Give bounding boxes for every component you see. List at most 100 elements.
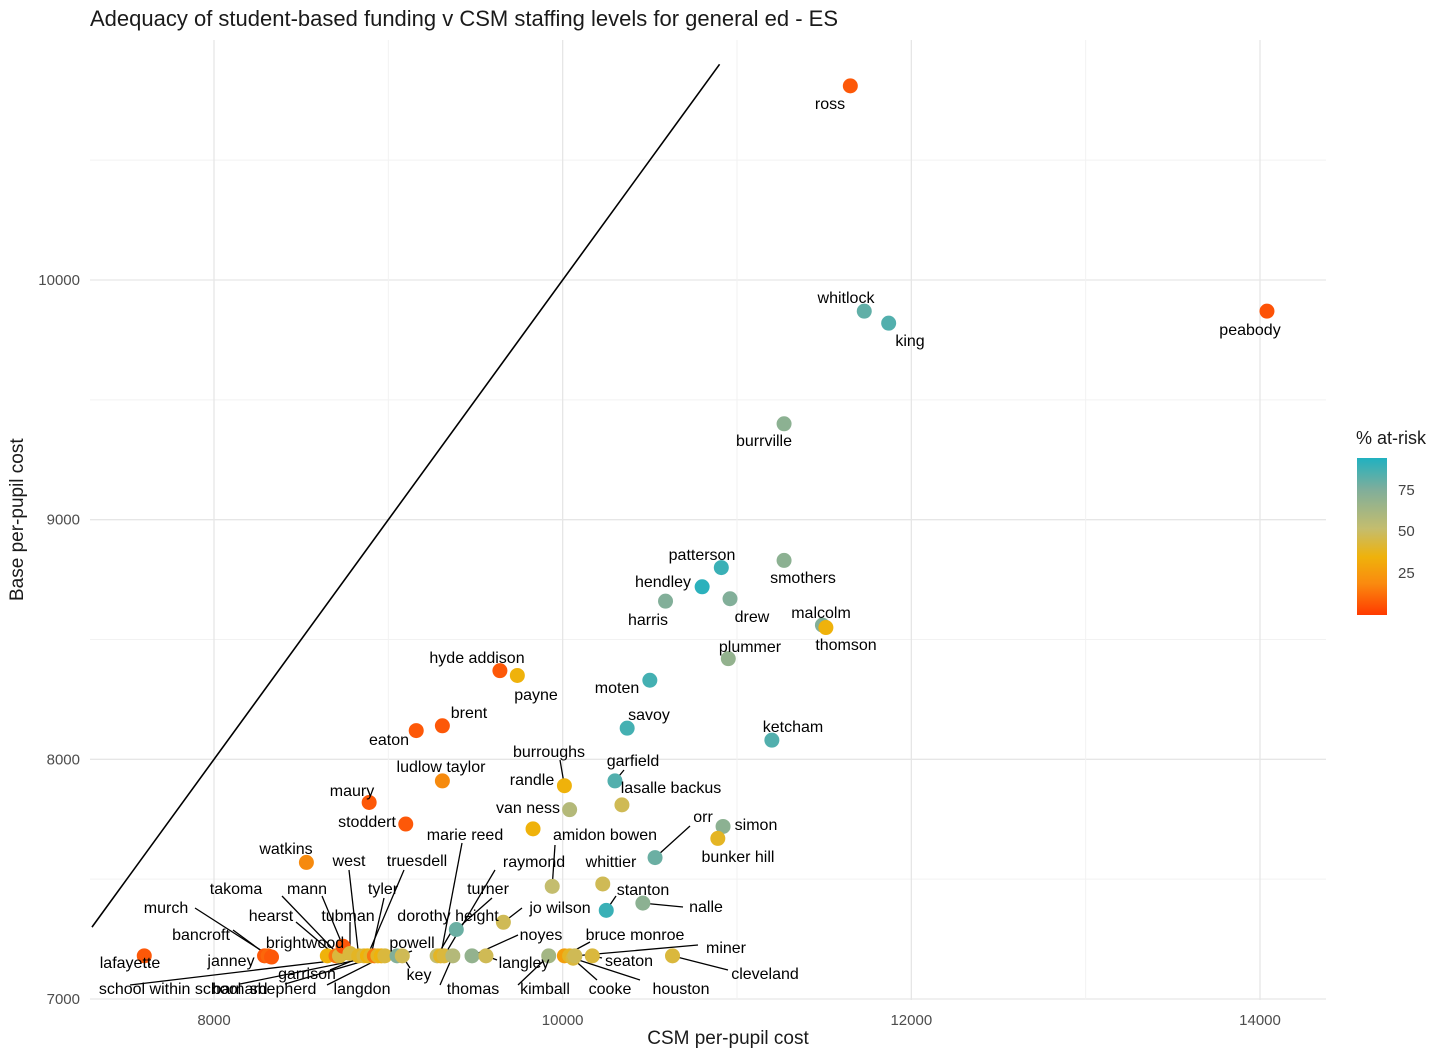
point-label: thomas — [447, 981, 499, 998]
axis-tick-labels: 8000 10000 12000 14000 7000 8000 9000 10000 — [38, 272, 1281, 1029]
legend-title: % at-risk — [1356, 428, 1427, 448]
point-garfield — [607, 773, 623, 789]
point-label: powell — [389, 935, 434, 952]
leader-line — [672, 955, 729, 971]
point-amidon-bowen — [544, 878, 560, 894]
point-label: payne — [514, 687, 558, 704]
point-label: drew — [735, 609, 770, 626]
point-label: noyes — [520, 927, 563, 944]
legend-tick — [1389, 491, 1395, 493]
point-bunker-hill — [710, 830, 726, 846]
point-label: brightwood — [266, 935, 344, 952]
reference-line-group — [91, 63, 721, 928]
point-label: whittier — [585, 854, 637, 871]
point-label: truesdell — [387, 853, 447, 870]
point-label: raymond — [503, 854, 565, 871]
grid-lines — [90, 40, 1326, 1000]
point-label: plummer — [719, 639, 782, 656]
point-stanton — [598, 902, 614, 918]
point-smothers — [776, 552, 792, 568]
color-legend: % at-risk 25 50 75 — [1356, 428, 1452, 615]
point-label: cleveland — [731, 966, 799, 983]
point-jo-wilson — [495, 914, 511, 930]
point-langley — [478, 948, 494, 964]
point-label: burrville — [736, 433, 792, 450]
point-hyde-addison — [492, 663, 508, 679]
point-label: key — [407, 967, 432, 984]
point-patterson — [713, 560, 729, 576]
point-eaton — [408, 723, 424, 739]
point-cleveland — [664, 948, 680, 964]
leader-line — [572, 957, 641, 981]
point-label: janney — [206, 953, 254, 970]
point-label: whitlock — [817, 290, 876, 307]
point-label: king — [895, 333, 924, 350]
point-label: langley — [499, 955, 550, 972]
point-drew — [722, 591, 738, 607]
point-ross — [842, 78, 858, 94]
point-peabody — [1259, 303, 1275, 319]
point-lasalle-backus — [614, 797, 630, 813]
reference-line — [91, 63, 721, 928]
point-label: houston — [653, 981, 710, 998]
y-tick-label: 8000 — [47, 751, 80, 768]
point-label: savoy — [628, 707, 670, 724]
x-tick-label: 14000 — [1239, 1012, 1281, 1029]
point-label: lasalle backus — [621, 780, 722, 797]
point-hendley — [694, 579, 710, 595]
point-label: lafayette — [100, 955, 161, 972]
y-tick-label: 7000 — [47, 991, 80, 1008]
point-labels: ross peabody whitlock king burrville patterso… — [99, 96, 1281, 998]
leader-line — [348, 869, 360, 956]
legend-tick-label: 25 — [1398, 564, 1415, 582]
point-label: patterson — [669, 547, 736, 564]
point-label: miner — [706, 940, 747, 957]
data-points — [136, 78, 1275, 966]
point-label: jo wilson — [528, 900, 590, 917]
point-label: cooke — [589, 981, 632, 998]
point-label: kimball — [520, 981, 570, 998]
point-label: amidon bowen — [553, 827, 657, 844]
point-whitlock — [856, 303, 872, 319]
point-label: smothers — [770, 570, 836, 587]
point-randle — [562, 802, 578, 818]
point-label: marie reed — [427, 827, 503, 844]
point-label: tyler — [368, 881, 399, 898]
point-label: bunker hill — [702, 849, 775, 866]
legend-tick-label: 50 — [1398, 523, 1415, 541]
point-kimball — [541, 948, 557, 964]
leader-line — [321, 895, 344, 947]
point-label: ross — [815, 96, 845, 113]
point-label: stanton — [617, 882, 669, 899]
point-label: hendley — [635, 574, 691, 591]
point-savoy — [619, 720, 635, 736]
point-langdon — [377, 948, 393, 964]
point-label: garrison — [278, 966, 336, 983]
point-king — [881, 315, 897, 331]
point-label: garfield — [607, 753, 659, 770]
point-label: stoddert — [338, 814, 396, 831]
point-label: west — [332, 853, 366, 870]
point-label: watkins — [258, 841, 312, 858]
point-label: orr — [693, 809, 713, 826]
point-label: simon — [735, 817, 778, 834]
point-label: murch — [144, 900, 188, 917]
point-label: van ness — [496, 800, 560, 817]
y-tick-label: 9000 — [47, 512, 80, 529]
legend-colorbar — [1357, 458, 1387, 615]
x-tick-label: 12000 — [890, 1012, 932, 1029]
leader-line — [370, 897, 385, 957]
point-turner — [448, 921, 464, 937]
point-label: bancroft — [172, 927, 230, 944]
leader-line — [443, 869, 496, 957]
point-label: bruce monroe — [586, 927, 685, 944]
point-label: seaton — [605, 953, 653, 970]
leader-line — [281, 895, 340, 957]
leader-line — [654, 825, 691, 859]
point-label: tubman — [321, 908, 374, 925]
x-tick-label: 8000 — [197, 1012, 230, 1029]
point-label: brent — [451, 705, 488, 722]
point-label: barnard — [212, 981, 267, 998]
point-brent — [434, 718, 450, 734]
